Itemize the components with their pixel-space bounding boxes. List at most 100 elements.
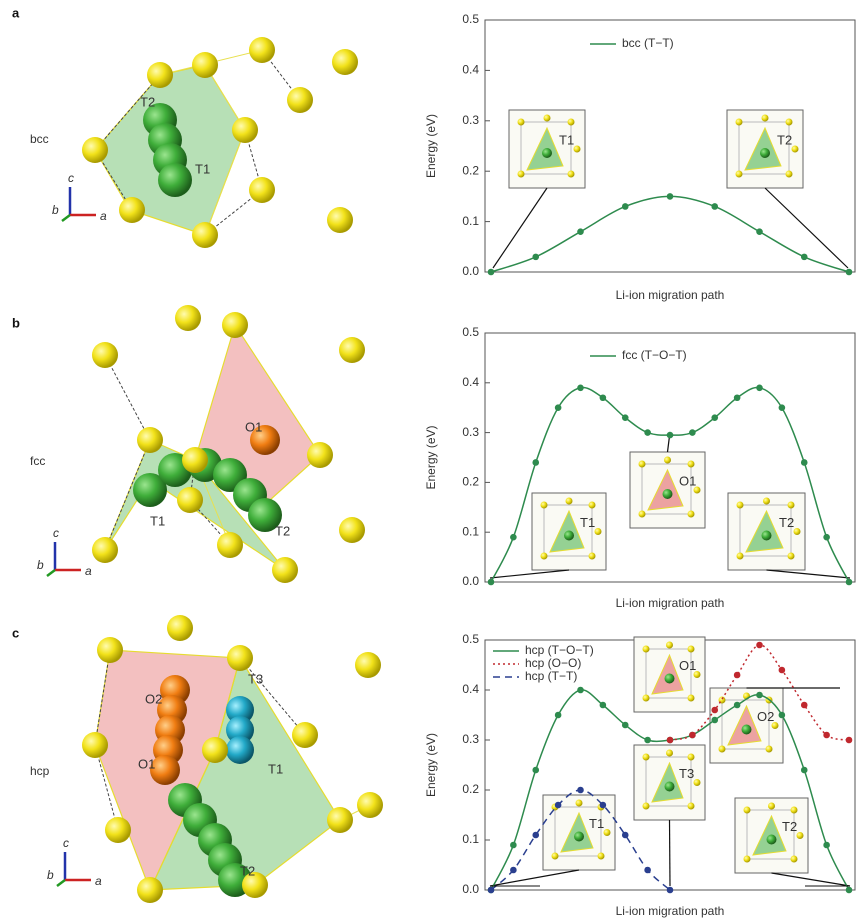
data-point [823, 841, 830, 849]
inset-atom [743, 806, 751, 814]
inset-arrow [771, 872, 851, 887]
data-point [800, 459, 808, 466]
inset-atom [540, 501, 548, 509]
data-point [599, 801, 607, 809]
axis-arrow [61, 214, 71, 222]
panel-label: a [12, 5, 20, 20]
structure-name: bcc [30, 132, 49, 146]
inset-atom [785, 170, 793, 178]
y-tick-label: 0.3 [462, 425, 479, 439]
site-label: T2 [275, 523, 290, 538]
data-point [621, 203, 629, 210]
inset-atom [540, 552, 548, 560]
x-axis-label: Li-ion migration path [616, 596, 725, 610]
inset-cube [520, 121, 572, 175]
inset-atom [597, 852, 605, 860]
y-tick-label: 0.2 [462, 163, 479, 177]
inset-atom [638, 460, 646, 468]
inset-ion [664, 781, 675, 792]
plot-frame [484, 332, 856, 583]
atom [339, 517, 365, 543]
y-tick-label: 0.0 [462, 264, 479, 278]
x-axis-label: Li-ion migration path [616, 288, 725, 302]
atom [192, 222, 218, 248]
y-axis-label: Energy (eV) [424, 425, 438, 489]
inset-label: T2 [782, 819, 797, 834]
data-point [689, 731, 696, 739]
atom [177, 487, 203, 513]
atom [227, 645, 253, 671]
inset-arrow [489, 569, 570, 579]
inset-atom [573, 145, 581, 153]
atom [82, 732, 108, 758]
data-point [756, 641, 763, 649]
inset-atom [791, 145, 799, 153]
atom [92, 537, 118, 563]
inset-atom [687, 802, 695, 810]
data-point [756, 384, 763, 392]
data-point [644, 866, 651, 874]
y-tick-label: 0.5 [462, 325, 479, 339]
inset-label: T1 [589, 816, 604, 831]
data-point [666, 431, 674, 439]
inset-atom [787, 552, 795, 560]
series-line [490, 195, 850, 273]
inset-atom [718, 745, 726, 753]
inset-arrow [489, 869, 580, 887]
data-point [733, 671, 741, 679]
inset-atom [551, 852, 559, 860]
inset-atom [565, 497, 573, 505]
site-label: O1 [138, 756, 155, 771]
y-tick-label: 0.2 [462, 475, 479, 489]
site-label: O1 [245, 419, 262, 434]
data-point [577, 228, 584, 235]
y-tick-label: 0.4 [462, 682, 479, 696]
data-point [733, 701, 741, 709]
inset-atom [543, 114, 551, 122]
data-point [823, 731, 830, 739]
axis-letter: a [95, 874, 102, 888]
data-point [800, 253, 808, 261]
li-ion [226, 696, 254, 724]
x-axis-label: Li-ion migration path [616, 904, 725, 918]
y-tick-label: 0.1 [462, 524, 479, 538]
atom [292, 722, 318, 748]
inset-atom [588, 552, 596, 560]
li-ion [226, 716, 254, 744]
panel-label: b [12, 315, 20, 330]
y-tick-label: 0.3 [462, 113, 479, 127]
axis-letter: b [47, 868, 54, 882]
inset-atom [517, 118, 525, 126]
inset-atom [687, 694, 695, 702]
data-point [532, 766, 540, 774]
inset-arrow [766, 569, 851, 579]
data-point [666, 886, 674, 894]
inset-atom [735, 118, 743, 126]
data-point [845, 268, 853, 276]
inset-atom [594, 528, 602, 535]
inset-atom [638, 510, 646, 518]
inset-label: O2 [757, 709, 774, 724]
inset-atom [693, 486, 701, 494]
legend-label: hcp (T−O−T) [525, 643, 594, 657]
axis-arrow [46, 569, 56, 577]
inset-atom [687, 460, 695, 468]
atom [182, 447, 208, 473]
inset-atom [793, 528, 801, 535]
data-point [756, 691, 763, 699]
bond [239, 657, 306, 736]
atom [272, 557, 298, 583]
atom [287, 87, 313, 113]
axis-letter: c [68, 171, 74, 185]
inset-atom [517, 170, 525, 178]
atom [97, 637, 123, 663]
data-point [733, 394, 741, 402]
inset-atom [588, 501, 596, 509]
inset-atom [687, 510, 695, 518]
inset-atom [735, 170, 743, 178]
inset-atom [567, 118, 575, 126]
inset-atom [642, 645, 650, 653]
inset-atom [693, 671, 701, 678]
data-point [621, 831, 629, 839]
